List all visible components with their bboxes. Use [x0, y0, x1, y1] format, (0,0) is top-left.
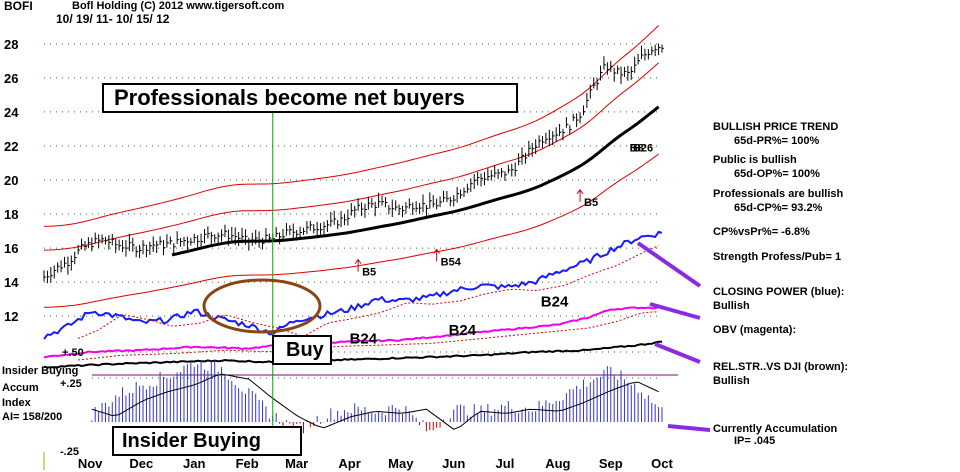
trend-title: BULLISH PRICE TREND [713, 121, 839, 133]
insider-buying-callout: Insider Buying [112, 426, 302, 456]
moving-average-line [171, 105, 660, 257]
signal-b5-apr: B5 [362, 267, 376, 279]
accum-label: Accum [2, 382, 39, 394]
cp-vs-pr-value: CP%vsPr%= -6.8% [713, 226, 810, 238]
y-tick-label: 24 [4, 105, 19, 120]
x-tick-label: Jan [183, 456, 205, 471]
signal-b26-sep: B26 [633, 142, 653, 154]
relstr-label: REL.STR..VS DJI (brown): [713, 361, 849, 373]
signal-b54-jun: B54 [441, 256, 462, 268]
closing-power-line-ma [77, 245, 659, 339]
x-tick-label: Apr [338, 456, 360, 471]
y-tick-label: 14 [4, 275, 19, 290]
strength-value: Strength Profess/Pub= 1 [713, 251, 842, 263]
cp-value: 65d-CP%= 93.2% [734, 202, 823, 214]
obv-line [43, 306, 663, 359]
lower-band [43, 153, 659, 308]
professionals-callout: Professionals become net buyers [102, 83, 518, 113]
y-tick-label: 26 [4, 71, 18, 86]
callout-pointer [649, 302, 701, 320]
y-tick-label: 28 [4, 37, 18, 52]
x-tick-label: Nov [78, 456, 103, 471]
pros-status: Professionals are bullish [713, 188, 844, 200]
y-tick-label: 16 [4, 241, 18, 256]
accumulation-label: Currently Accumulation [713, 423, 838, 435]
callout-pointer [667, 424, 711, 432]
x-tick-label: Jul [496, 456, 515, 471]
x-tick-label: Aug [545, 456, 570, 471]
signal-b24-apr: B24 [350, 331, 378, 348]
indicator-lines [43, 230, 663, 369]
accum-plus25-label: +.25 [60, 378, 82, 390]
accum-ma-line [91, 373, 659, 430]
signal-arrow-head [354, 258, 362, 264]
y-tick-label: 22 [4, 139, 18, 154]
axes: 12 14 16 18 20 22 24 26 28 Nov Dec Jan Feb Mar Apr May J… [4, 37, 674, 471]
x-tick-label: Dec [129, 456, 153, 471]
public-status: Public is bullish [713, 154, 797, 166]
ip-value: IP= .045 [734, 435, 776, 447]
accumulation-panel [91, 360, 678, 434]
x-tick-label: Jun [442, 456, 465, 471]
obv-label: OBV (magenta): [713, 324, 797, 336]
y-tick-label: 12 [4, 309, 18, 324]
decorations [202, 100, 711, 432]
closing-power-line [43, 230, 663, 340]
y-tick-label: 20 [4, 173, 18, 188]
signal-b24-jun: B24 [449, 322, 477, 339]
insider-buying-label: Insider Buying [2, 365, 79, 377]
date-range: 10/ 19/ 11- 10/ 15/ 12 [56, 12, 170, 26]
closing-power-label: CLOSING POWER (blue): [713, 286, 845, 298]
accum-plus50-label: +.50 [62, 347, 84, 359]
signal-arrow-head [433, 248, 441, 254]
index-label: Index [2, 397, 31, 409]
op-value: 65d-OP%= 100% [734, 168, 820, 180]
signal-b24-aug: B24 [541, 293, 569, 310]
relstr-state: Bullish [713, 375, 750, 387]
callout-pointer [654, 342, 701, 364]
x-tick-label: Feb [236, 456, 259, 471]
y-tick-label: 18 [4, 207, 18, 222]
outer-upper-band [43, 25, 659, 227]
chart-title: Bofl Holding (C) 2012 www.tigersoft.com [72, 0, 285, 12]
x-tick-label: Sep [599, 456, 623, 471]
x-tick-label: May [388, 456, 414, 471]
accum-minus25-label: -.25 [60, 446, 79, 458]
ticker-label: BOFI [4, 0, 33, 13]
signal-arrow-head [576, 188, 584, 195]
obv-line-ma [78, 311, 659, 361]
relstr-line [43, 340, 663, 369]
buy-callout: Buy [272, 335, 332, 365]
signal-b5-aug: B5 [584, 197, 598, 209]
ai-label: AI= 158/200 [2, 411, 63, 423]
x-tick-label: Mar [285, 456, 308, 471]
pr-value: 65d-PR%= 100% [734, 135, 820, 147]
signal-b8-sep: B8 [630, 142, 644, 154]
price-bands [43, 25, 659, 308]
price-bars [43, 43, 664, 284]
highlight-ellipse [202, 278, 322, 334]
callout-pointer [636, 241, 702, 288]
ma65-line [171, 105, 660, 257]
x-tick-label: Oct [651, 456, 673, 471]
closing-power-state: Bullish [713, 300, 750, 312]
